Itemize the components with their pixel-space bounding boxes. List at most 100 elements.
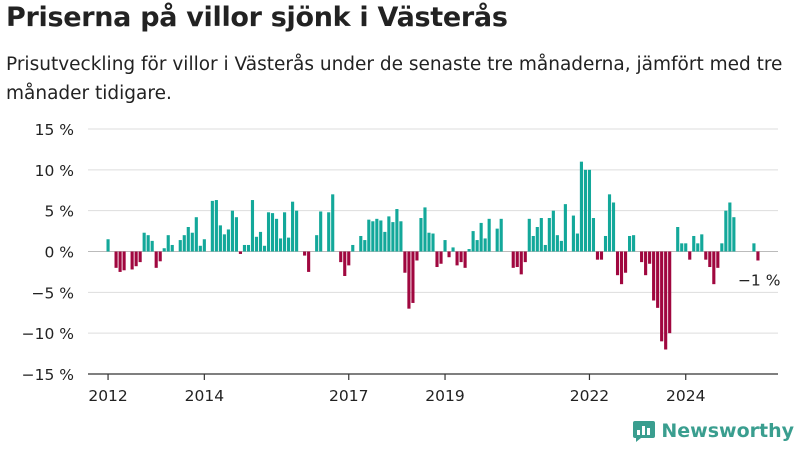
bar bbox=[202, 239, 206, 252]
bar bbox=[391, 222, 395, 252]
bar bbox=[134, 251, 138, 267]
bar bbox=[198, 245, 202, 252]
bar bbox=[700, 234, 704, 252]
bar bbox=[720, 243, 724, 252]
bar bbox=[696, 243, 700, 252]
bar bbox=[287, 237, 291, 252]
bar bbox=[194, 217, 198, 252]
bar bbox=[186, 227, 190, 252]
bar bbox=[519, 251, 523, 275]
bar bbox=[640, 251, 644, 263]
x-tick-label: 2017 bbox=[329, 387, 368, 405]
bar bbox=[295, 210, 299, 252]
bar bbox=[411, 251, 415, 303]
x-tick-label: 2022 bbox=[570, 387, 609, 405]
bar bbox=[343, 251, 347, 276]
chart-subtitle: Prisutveckling för villor i Västerås und… bbox=[6, 54, 783, 104]
bar bbox=[732, 217, 736, 252]
bar bbox=[583, 169, 588, 252]
bar bbox=[628, 235, 632, 252]
bar bbox=[591, 218, 596, 252]
bar bbox=[226, 229, 230, 252]
bar bbox=[644, 251, 648, 276]
bar bbox=[154, 251, 158, 268]
bar bbox=[467, 249, 471, 252]
bar bbox=[660, 251, 664, 342]
bar bbox=[575, 233, 579, 252]
bar bbox=[375, 218, 379, 252]
bar bbox=[218, 225, 222, 252]
bar bbox=[752, 243, 756, 252]
bar bbox=[487, 218, 491, 252]
bar bbox=[656, 251, 660, 308]
bar bbox=[210, 200, 214, 252]
bar bbox=[423, 207, 427, 252]
bar bbox=[258, 231, 263, 252]
bar bbox=[543, 244, 547, 252]
bar bbox=[182, 235, 186, 252]
bar bbox=[523, 251, 527, 263]
bar bbox=[274, 218, 279, 252]
bar bbox=[499, 218, 503, 252]
bar bbox=[668, 251, 672, 334]
bar bbox=[415, 251, 419, 261]
bar bbox=[623, 251, 628, 273]
bar bbox=[463, 251, 467, 268]
bar bbox=[347, 251, 351, 266]
bar bbox=[451, 247, 455, 252]
bar bbox=[511, 251, 515, 268]
bar bbox=[756, 251, 760, 261]
x-tick-label: 2019 bbox=[425, 387, 464, 405]
bar bbox=[447, 251, 451, 258]
bar bbox=[230, 210, 234, 252]
bar bbox=[615, 251, 620, 276]
bar bbox=[170, 244, 174, 252]
x-tick-label: 2014 bbox=[185, 387, 224, 405]
bar bbox=[162, 248, 166, 252]
bar bbox=[483, 238, 487, 252]
bar bbox=[427, 232, 431, 252]
bar bbox=[307, 251, 311, 272]
bar bbox=[367, 219, 371, 252]
bar bbox=[379, 220, 383, 252]
bar bbox=[138, 251, 142, 263]
bar bbox=[579, 161, 583, 252]
brand-name: Newsworthy bbox=[661, 420, 794, 442]
bar bbox=[688, 251, 692, 260]
bar bbox=[435, 251, 439, 268]
bar bbox=[459, 251, 463, 263]
bar bbox=[250, 200, 255, 252]
y-tick-label: 5 % bbox=[44, 203, 74, 221]
bar bbox=[351, 244, 355, 252]
bar bbox=[708, 251, 712, 268]
y-tick-label: −15 % bbox=[22, 366, 74, 384]
bar bbox=[383, 231, 387, 252]
bar bbox=[455, 251, 459, 266]
bar bbox=[270, 213, 275, 252]
bar bbox=[403, 251, 407, 273]
bar bbox=[339, 251, 343, 263]
bar bbox=[555, 235, 559, 252]
last-value-label: −1 % bbox=[738, 272, 781, 290]
bar bbox=[315, 235, 319, 252]
bar bbox=[443, 240, 447, 252]
bar bbox=[547, 218, 551, 252]
bar bbox=[495, 228, 499, 252]
bar bbox=[571, 215, 575, 252]
bar bbox=[531, 235, 535, 252]
bar bbox=[652, 251, 656, 301]
bar bbox=[551, 210, 555, 252]
y-tick-label: −5 % bbox=[31, 284, 74, 302]
bar bbox=[692, 235, 696, 252]
bar bbox=[106, 239, 110, 252]
x-tick-label: 2024 bbox=[666, 387, 705, 405]
bar bbox=[222, 234, 226, 252]
bar bbox=[114, 251, 118, 268]
bar bbox=[611, 202, 616, 252]
bar bbox=[724, 210, 728, 252]
bar bbox=[242, 244, 247, 252]
bar bbox=[439, 251, 443, 264]
bar bbox=[158, 251, 162, 262]
bar bbox=[262, 245, 267, 252]
bar bbox=[214, 200, 218, 252]
